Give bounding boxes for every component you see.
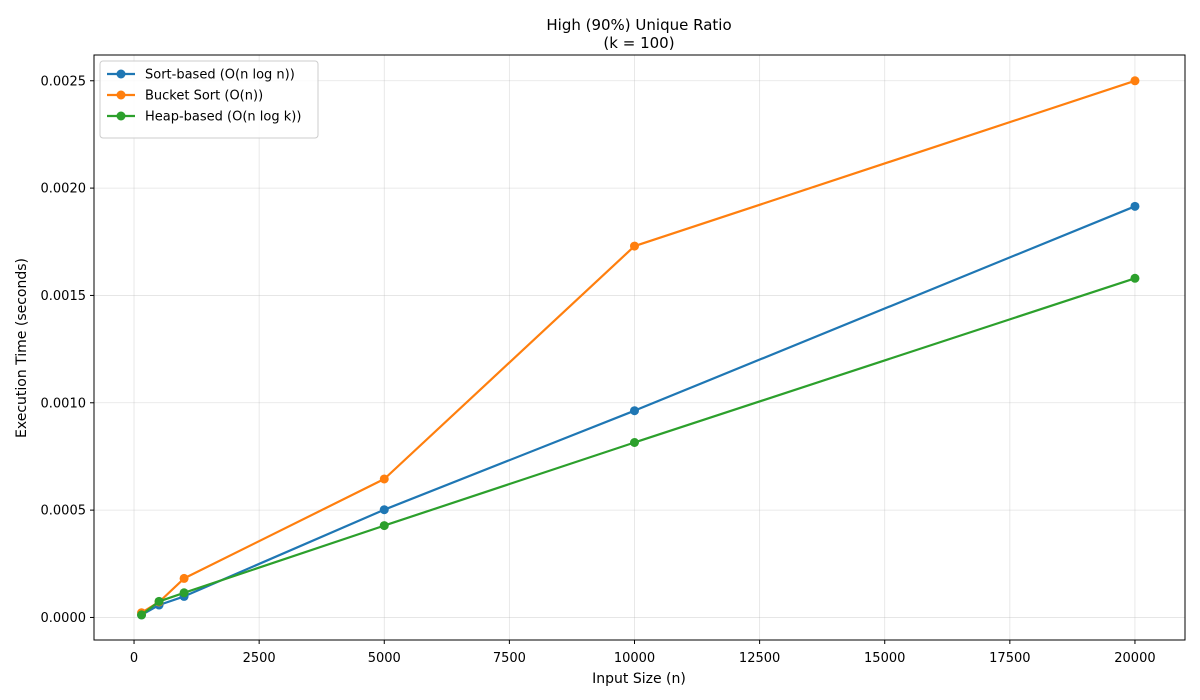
x-tick-label: 15000 (864, 651, 905, 666)
data-point (629, 241, 639, 251)
y-tick-label: 0.0015 (41, 289, 87, 304)
chart-title: High (90%) Unique Ratio (546, 16, 731, 34)
legend-label: Bucket Sort (O(n)) (145, 89, 263, 104)
data-point (179, 573, 189, 583)
data-point (379, 521, 389, 531)
series-1 (137, 201, 1140, 620)
series-line (140, 277, 1136, 616)
data-point (179, 588, 189, 598)
x-tick-label: 12500 (739, 651, 780, 666)
y-tick-label: 0.0000 (41, 611, 87, 626)
data-point (154, 596, 164, 606)
legend-item: Sort-based (O(n log n)) (107, 68, 295, 83)
y-tick-label: 0.0005 (41, 504, 87, 519)
y-tick-label: 0.0020 (41, 182, 87, 197)
x-tick-label: 2500 (243, 651, 276, 666)
data-point (1130, 273, 1140, 283)
axis-ticks: 0 2500 5000 7500 10000 12500 15000 17500 20000 0.… (41, 74, 1156, 666)
data-point (379, 474, 389, 484)
legend-marker (116, 69, 126, 79)
x-tick-label: 0 (130, 651, 138, 666)
x-tick-label: 17500 (989, 651, 1030, 666)
plot-area-frame (93, 54, 1186, 641)
legend: Sort-based (O(n log n)) Bucket Sort (O(n)… (99, 60, 319, 139)
legend-item: Heap-based (O(n log k)) (107, 110, 301, 125)
legend-marker (116, 111, 126, 121)
x-tick-label: 10000 (614, 651, 655, 666)
legend-marker (116, 90, 126, 100)
x-tick-label: 5000 (368, 651, 401, 666)
data-point (629, 406, 639, 416)
x-tick-label: 7500 (493, 651, 526, 666)
y-tick-label: 0.0025 (41, 74, 87, 89)
chart-subtitle: (k = 100) (603, 34, 674, 52)
legend-box (99, 60, 319, 139)
data-point (629, 437, 639, 447)
series-3 (137, 273, 1140, 620)
plot-series (137, 76, 1140, 620)
data-point (1130, 201, 1140, 211)
x-tick-label: 20000 (1114, 651, 1155, 666)
grid (94, 55, 1185, 640)
y-tick-label: 0.0010 (41, 396, 87, 411)
legend-label: Heap-based (O(n log k)) (145, 110, 301, 125)
y-axis-label: Execution Time (seconds) (14, 258, 30, 438)
data-point (1130, 76, 1140, 86)
legend-item: Bucket Sort (O(n)) (107, 89, 263, 104)
series-line (140, 79, 1136, 614)
series-2 (137, 76, 1140, 618)
data-point (379, 505, 389, 515)
legend-label: Sort-based (O(n log n)) (145, 68, 295, 83)
x-axis-label: Input Size (n) (592, 671, 686, 687)
data-point (137, 610, 147, 620)
